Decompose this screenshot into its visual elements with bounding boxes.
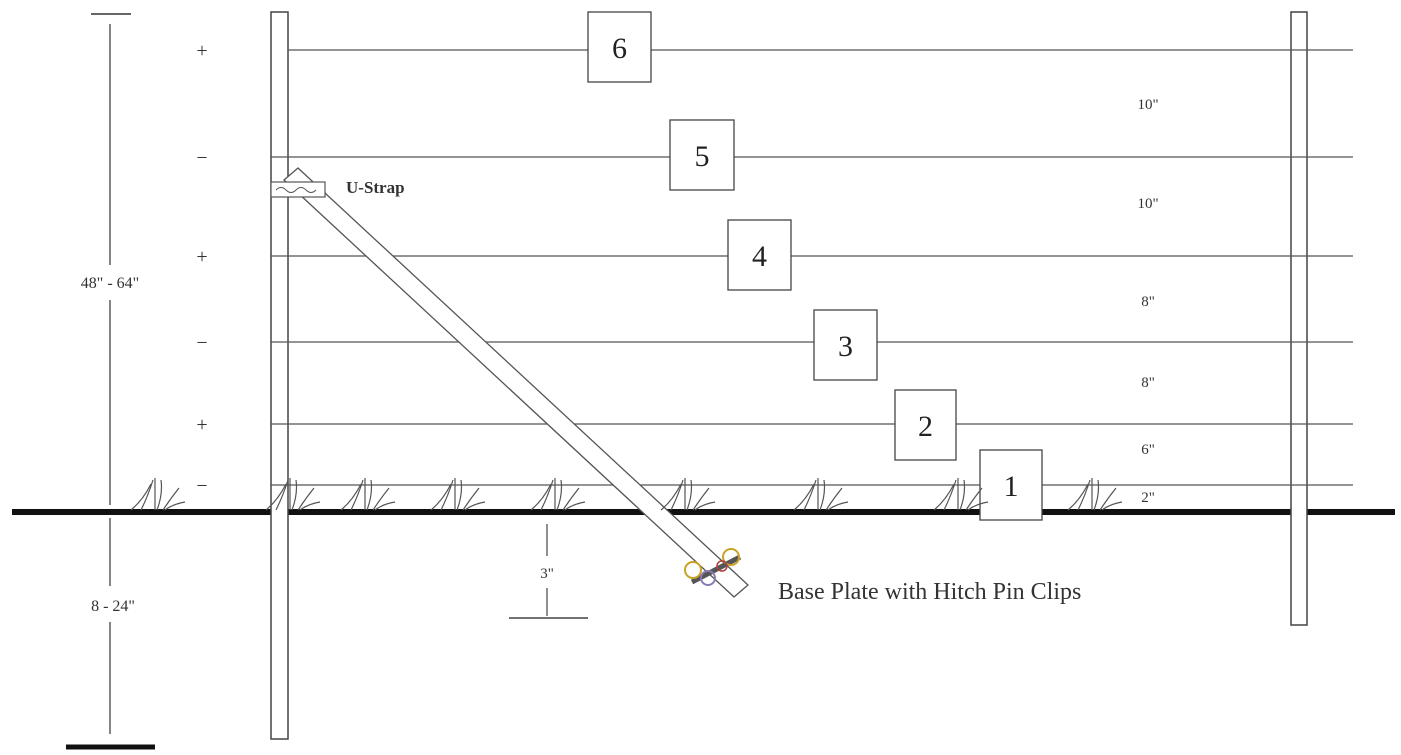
wire-number-box [979,449,1043,521]
wire-6: 6+ [196,11,1353,83]
u-strap-label: U-Strap [346,178,405,197]
wire-polarity-label: + [196,40,207,62]
grass-tuft-icon [130,478,186,511]
wire-spacing-label: 6" [1141,442,1155,458]
wire-polarity-label: + [196,246,207,268]
wire-number-label: 4 [752,240,767,273]
wire-number-box [669,119,735,191]
wire-spacing-label: 2" [1141,490,1155,506]
wire-1: 1− [196,449,1353,521]
wire-number-label: 2 [918,410,933,443]
wire-number-label: 5 [695,140,710,173]
grass-group [130,478,1123,511]
wire-number-box [894,389,957,461]
wires-group: 6+5−4+3−2+1− [196,11,1353,521]
diagonal-brace [283,167,749,598]
wire-3: 3− [196,309,1353,381]
base-plate-depth-dimension [509,524,588,619]
grass-tuft-icon [430,478,486,511]
wire-number-box [727,219,792,291]
wire-polarity-label: − [196,332,207,354]
u-strap-icon [270,181,326,198]
wire-spacing-label: 10" [1137,196,1158,212]
wire-number-box [813,309,878,381]
wire-2: 2+ [196,389,1353,461]
height-above-ground-label: 48" - 64" [81,275,139,292]
wire-number-label: 3 [838,330,853,363]
height-dimension [66,13,155,750]
right-post [1290,11,1308,626]
depth-below-ground-label: 8 - 24" [91,598,135,615]
grass-tuft-icon [265,478,321,511]
wire-spacing-label: 8" [1141,294,1155,310]
wire-polarity-label: − [196,147,207,169]
left-post [270,11,289,740]
grass-tuft-icon [660,478,716,511]
grass-tuft-icon [1067,478,1123,511]
spacings-group: 10" 10" 8" 8" 6" 2" [1137,97,1158,506]
wire-5: 5− [196,119,1353,191]
base-plate-label: Base Plate with Hitch Pin Clips [778,579,1081,605]
grass-tuft-icon [530,478,586,511]
base-plate-depth-label: 3" [540,566,554,582]
wire-number-box [587,11,652,83]
hitch-pin-clips-icon [684,548,742,586]
grass-tuft-icon [793,478,849,511]
wire-number-label: 6 [612,32,627,65]
wire-polarity-label: − [196,475,207,497]
wire-spacing-label: 10" [1137,97,1158,113]
grass-tuft-icon [933,478,989,511]
wire-polarity-label: + [196,414,207,436]
grass-tuft-icon [340,478,396,511]
wire-4: 4+ [196,219,1353,291]
wire-spacing-label: 8" [1141,375,1155,391]
wire-number-label: 1 [1004,470,1019,503]
